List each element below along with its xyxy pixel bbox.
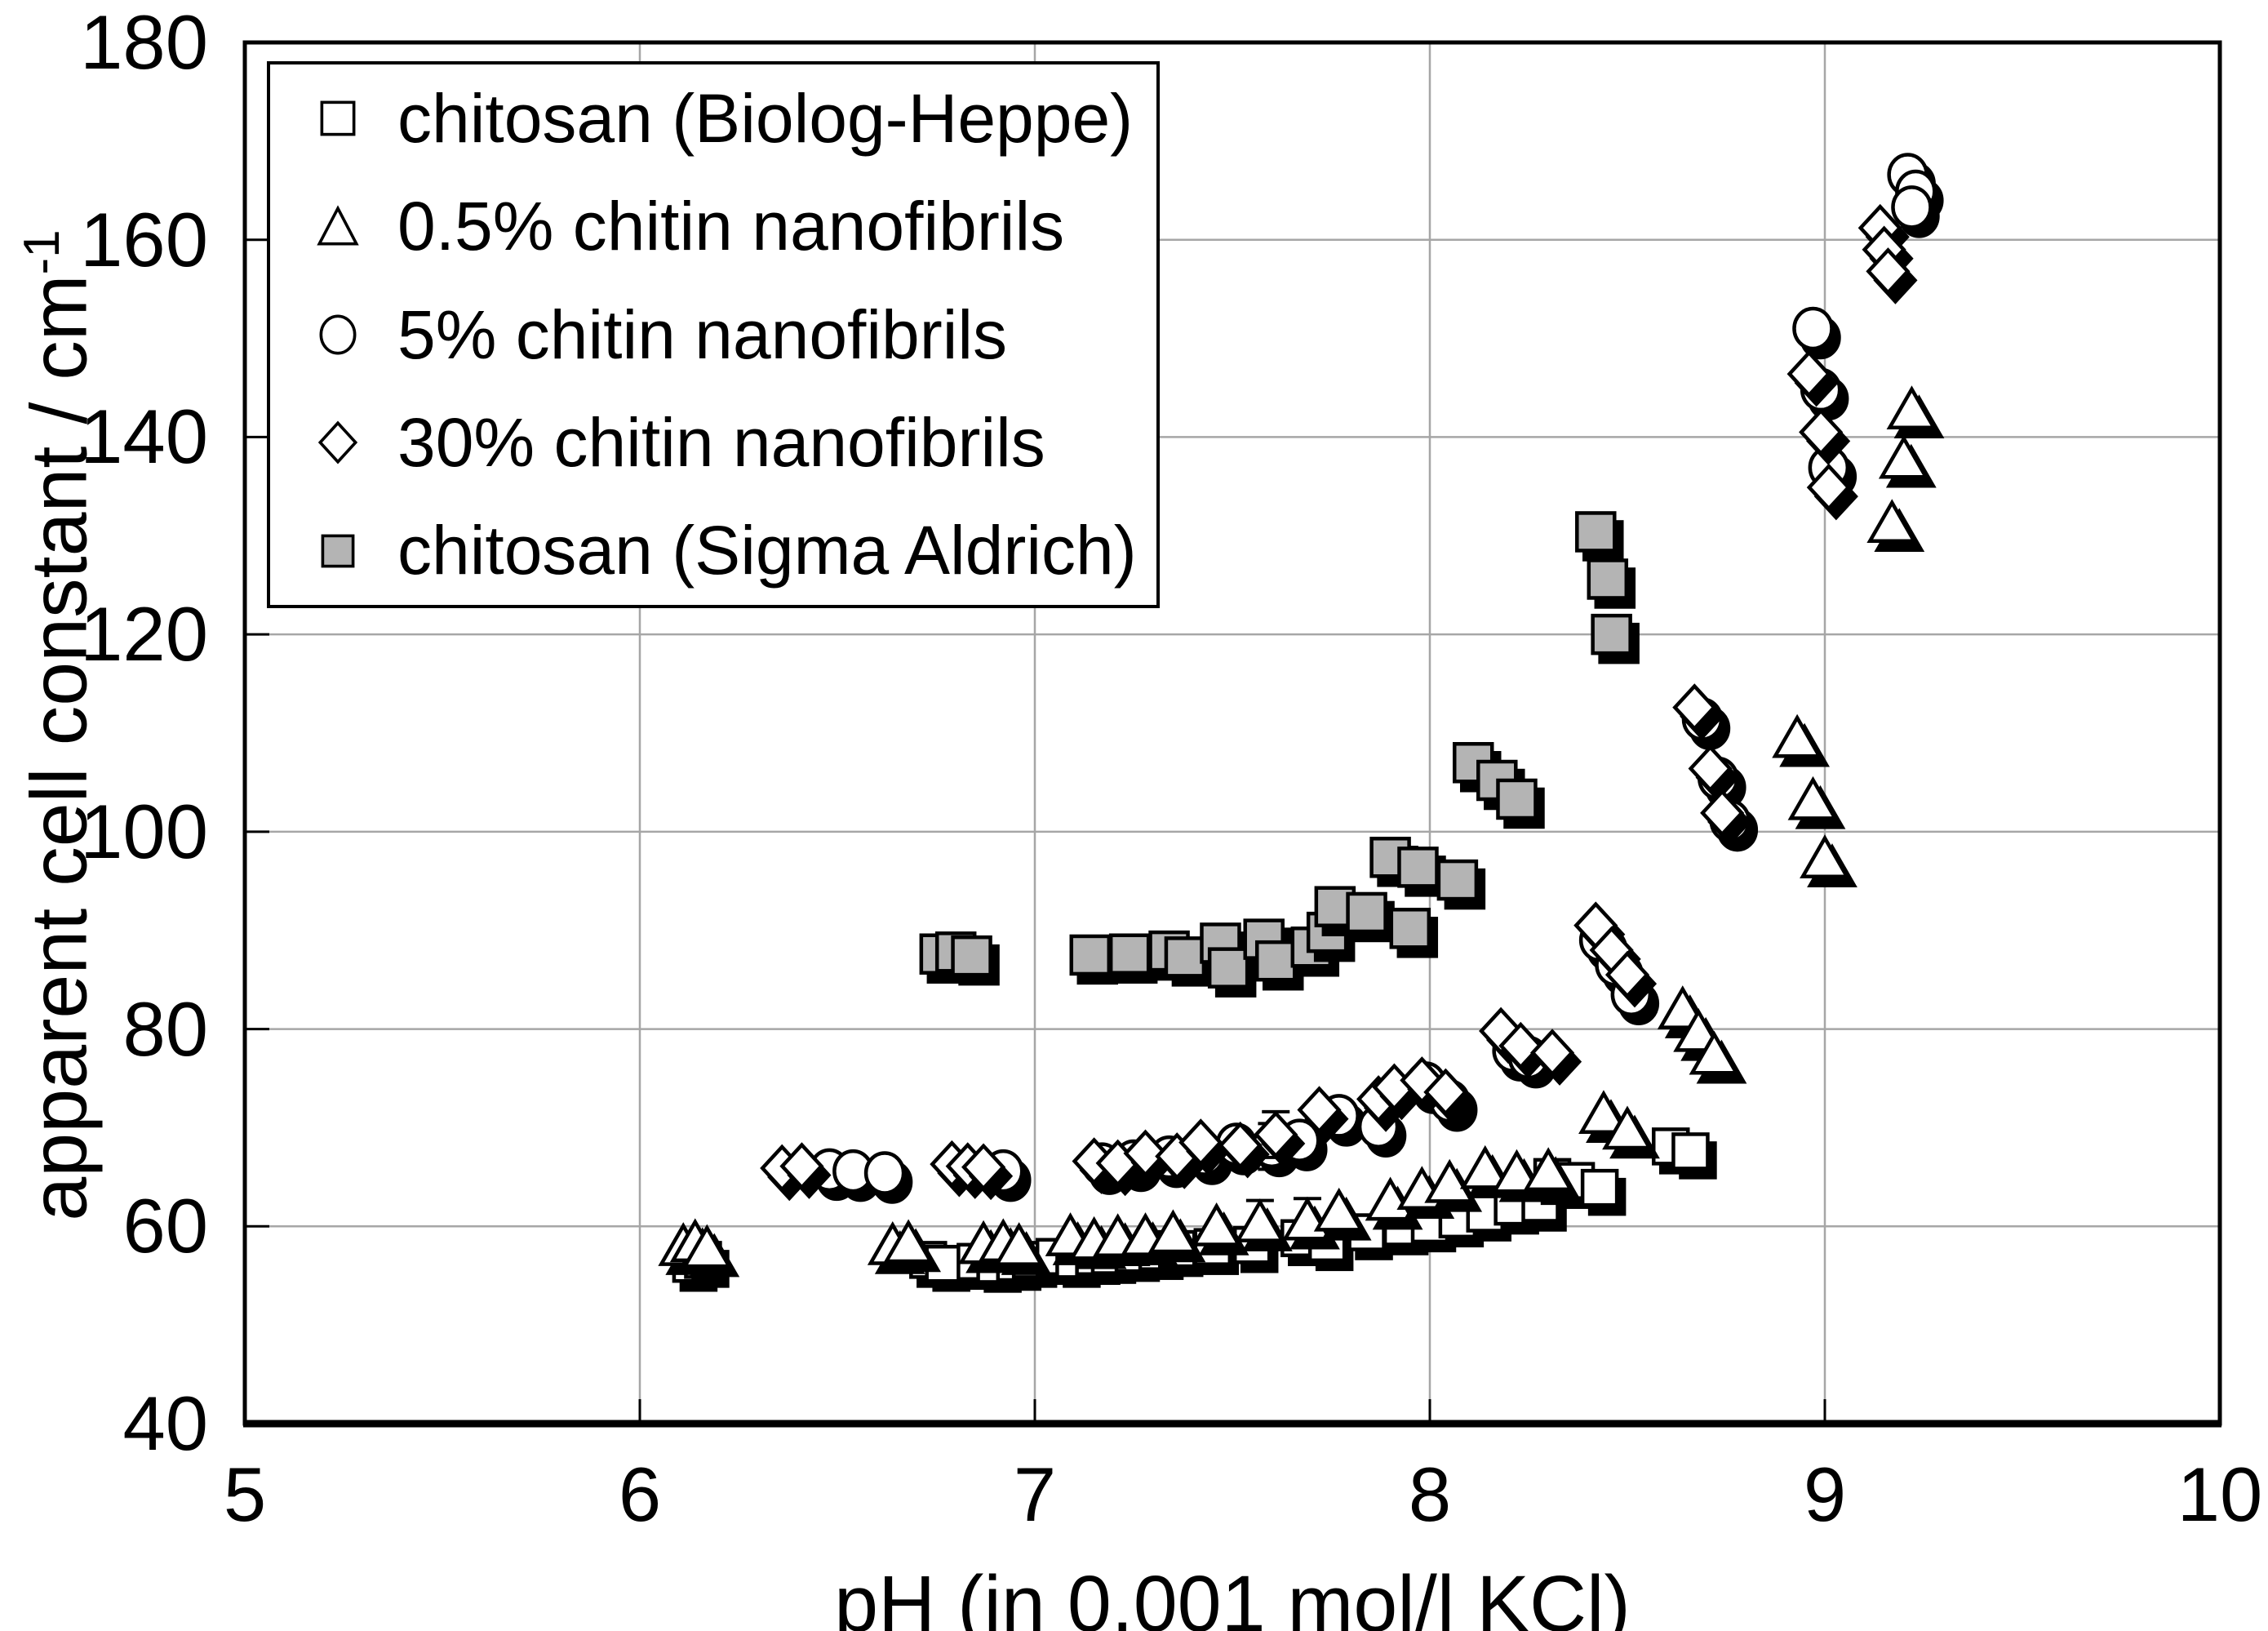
data-point-marker — [1234, 1198, 1285, 1242]
data-point-marker — [1123, 1129, 1168, 1178]
data-point-marker — [1523, 1147, 1574, 1192]
legend-label: 30% chitin nanofibrils — [397, 403, 1045, 481]
data-point-marker — [1772, 713, 1823, 758]
data-point-marker — [1218, 1121, 1263, 1170]
data-point-marker — [1688, 744, 1733, 793]
data-point-marker — [1806, 463, 1851, 512]
data-point-marker — [1529, 1029, 1575, 1077]
data-point-marker — [1313, 1187, 1365, 1232]
data-point-marker — [1800, 834, 1850, 878]
data-point-marker — [1459, 1144, 1511, 1189]
legend: chitosan (Biolog-Heppe) 0.5% chitin nanof… — [267, 61, 1160, 608]
legend-marker-square-filled-icon — [313, 526, 363, 576]
data-point-marker — [1689, 1030, 1740, 1075]
x-tick-label: 9 — [1803, 1451, 1847, 1537]
data-point-marker — [1147, 1209, 1199, 1254]
legend-label: chitosan (Sigma Aldrich) — [397, 512, 1137, 589]
data-point-marker — [1108, 933, 1151, 975]
x-tick-label: 7 — [1013, 1451, 1057, 1537]
data-point-marker — [1602, 1105, 1653, 1150]
data-point-marker — [1672, 683, 1717, 731]
y-axis-title-text: apparent cell constant / cm — [14, 274, 104, 1221]
y-tick-label: 160 — [80, 196, 208, 282]
data-point-marker — [681, 1224, 733, 1269]
legend-item: 0.5% chitin nanofibrils — [270, 172, 1156, 280]
data-point-marker — [1178, 1118, 1223, 1167]
y-tick-label: 180 — [80, 0, 208, 85]
x-tick-label: 5 — [223, 1451, 267, 1537]
data-point-marker — [1799, 408, 1844, 456]
y-axis-title: apparent cell constant / cm-1 — [14, 0, 103, 1460]
y-tick-label: 120 — [80, 591, 208, 678]
data-point-marker — [1671, 1132, 1710, 1171]
legend-marker-triangle-open-icon — [313, 202, 363, 252]
data-point-marker — [951, 935, 992, 977]
data-point-marker — [1423, 1068, 1468, 1117]
data-point-marker — [1787, 776, 1839, 820]
data-point-marker — [1580, 1168, 1619, 1207]
data-point-marker — [863, 1151, 906, 1195]
data-point-marker — [1346, 891, 1387, 934]
data-point-marker — [1786, 349, 1831, 398]
legend-label: chitosan (Biolog-Heppe) — [397, 79, 1134, 157]
y-tick-label: 40 — [122, 1380, 208, 1466]
y-tick-label: 100 — [80, 788, 208, 874]
y-axis-title-superscript: -1 — [14, 229, 71, 275]
y-tick-label: 140 — [80, 393, 208, 480]
data-point-marker — [1591, 613, 1632, 656]
legend-marker-circle-open-icon — [313, 309, 363, 360]
data-point-marker — [1389, 908, 1431, 949]
data-point-marker — [1700, 789, 1745, 838]
x-axis-title: pH (in 0.001 mol/l KCl) — [834, 1559, 1631, 1631]
legend-item: 30% chitin nanofibrils — [270, 389, 1156, 496]
data-point-marker — [993, 1222, 1045, 1266]
y-tick-label: 60 — [122, 1183, 208, 1269]
legend-item: 5% chitin nanofibrils — [270, 281, 1156, 389]
data-point-marker — [1191, 1202, 1242, 1247]
data-point-marker — [1886, 385, 1937, 430]
y-tick-label: 80 — [122, 985, 208, 1072]
data-point-marker — [1587, 558, 1629, 600]
data-point-marker — [1866, 499, 1918, 544]
data-point-marker — [779, 1142, 824, 1190]
data-point-marker — [1424, 1158, 1476, 1203]
x-tick-label: 6 — [618, 1451, 662, 1537]
data-point-marker — [1498, 1021, 1543, 1070]
legend-item: chitosan (Sigma Aldrich) — [270, 497, 1156, 605]
legend-marker-diamond-open-icon — [313, 417, 363, 468]
data-point-marker — [1878, 434, 1929, 479]
data-point-marker — [883, 1219, 934, 1264]
data-point-marker — [1496, 778, 1538, 820]
data-point-marker — [1792, 306, 1834, 351]
data-point-marker — [1254, 940, 1297, 982]
data-point-marker — [1604, 950, 1650, 999]
legend-item: chitosan (Biolog-Heppe) — [270, 64, 1156, 172]
data-point-marker — [1491, 1149, 1542, 1193]
data-point-marker — [1575, 511, 1617, 553]
data-point-marker — [1397, 847, 1439, 888]
data-point-marker — [1069, 934, 1112, 976]
legend-marker-square-open-icon — [313, 93, 363, 144]
data-point-marker — [1164, 936, 1206, 978]
data-point-marker — [1891, 185, 1933, 229]
legend-label: 5% chitin nanofibrils — [397, 296, 1008, 373]
data-point-marker — [1866, 247, 1911, 296]
data-point-marker — [1207, 947, 1249, 989]
x-tick-label: 10 — [2177, 1451, 2263, 1537]
data-point-marker — [1254, 1110, 1298, 1159]
x-tick-label: 8 — [1408, 1451, 1452, 1537]
legend-label: 0.5% chitin nanofibrils — [397, 188, 1065, 265]
data-point-marker — [1436, 859, 1479, 901]
data-point-marker — [961, 1143, 1006, 1192]
data-point-marker — [1297, 1086, 1342, 1134]
data-point-marker — [1578, 1090, 1629, 1134]
